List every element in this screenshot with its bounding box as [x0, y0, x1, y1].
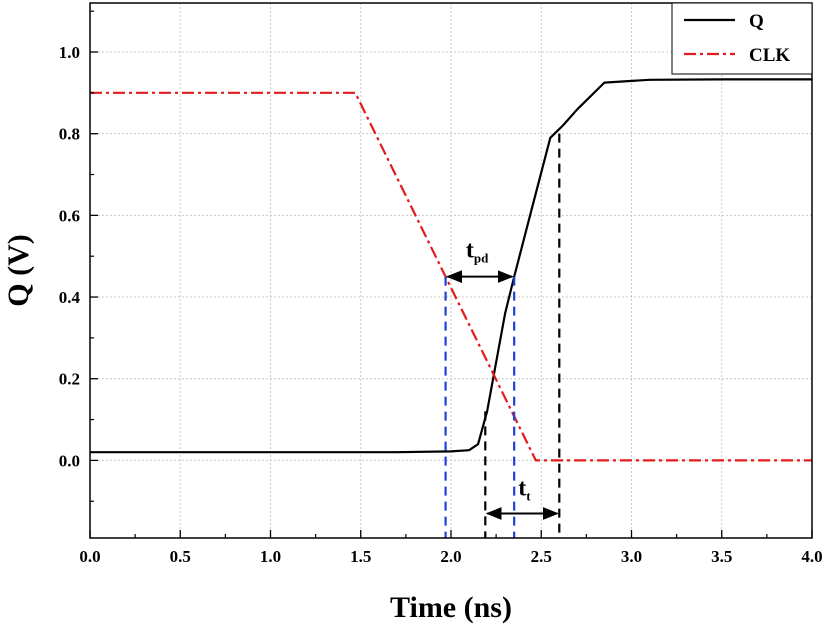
- y-tick-label: 0.8: [59, 125, 80, 144]
- x-tick-label: 4.0: [801, 547, 822, 566]
- tpd-label-sub: pd: [474, 251, 489, 266]
- x-tick-label: 3.5: [711, 547, 732, 566]
- grid: [89, 3, 813, 538]
- y-tick-labels: 0.0 0.2 0.4 0.6 0.8 1.0: [59, 43, 81, 470]
- guide-lines: [444, 133, 561, 538]
- tpd-label: tpd: [466, 238, 489, 266]
- x-tick-label: 2.5: [531, 547, 552, 566]
- y-tick-label: 0.2: [59, 370, 80, 389]
- series-group: [90, 78, 812, 462]
- x-tick-label: 1.0: [260, 547, 281, 566]
- legend: Q CLK: [671, 2, 813, 75]
- axis-ticks: [89, 10, 813, 538]
- y-tick-label: 0.0: [59, 451, 80, 470]
- tpd-label-main: t: [466, 238, 474, 264]
- tt-label: tt: [518, 475, 531, 503]
- y-axis-title: Q (V): [2, 234, 35, 306]
- y-tick-label: 0.6: [59, 206, 80, 225]
- tt-label-sub: t: [526, 488, 531, 503]
- series-line-clk: [90, 91, 812, 462]
- x-axis-title: Time (ns): [390, 591, 512, 624]
- y-tick-label: 1.0: [59, 43, 80, 62]
- x-tick-label: 0.0: [79, 547, 100, 566]
- legend-box: [671, 2, 813, 75]
- legend-label-q: Q: [749, 11, 764, 32]
- y-tick-label: 0.4: [59, 288, 81, 307]
- annotations: tpd tt: [445, 238, 559, 520]
- x-tick-labels: 0.0 0.5 1.0 1.5 2.0 2.5 3.0 3.5 4.0: [79, 547, 822, 566]
- x-tick-label: 3.0: [621, 547, 642, 566]
- x-tick-label: 2.0: [440, 547, 461, 566]
- tt-label-main: t: [518, 475, 526, 501]
- legend-label-clk: CLK: [749, 45, 790, 66]
- x-tick-label: 1.5: [350, 547, 371, 566]
- x-tick-label: 0.5: [170, 547, 191, 566]
- series-line-q: [90, 78, 812, 454]
